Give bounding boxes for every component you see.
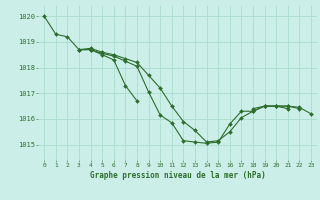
- X-axis label: Graphe pression niveau de la mer (hPa): Graphe pression niveau de la mer (hPa): [90, 171, 266, 180]
